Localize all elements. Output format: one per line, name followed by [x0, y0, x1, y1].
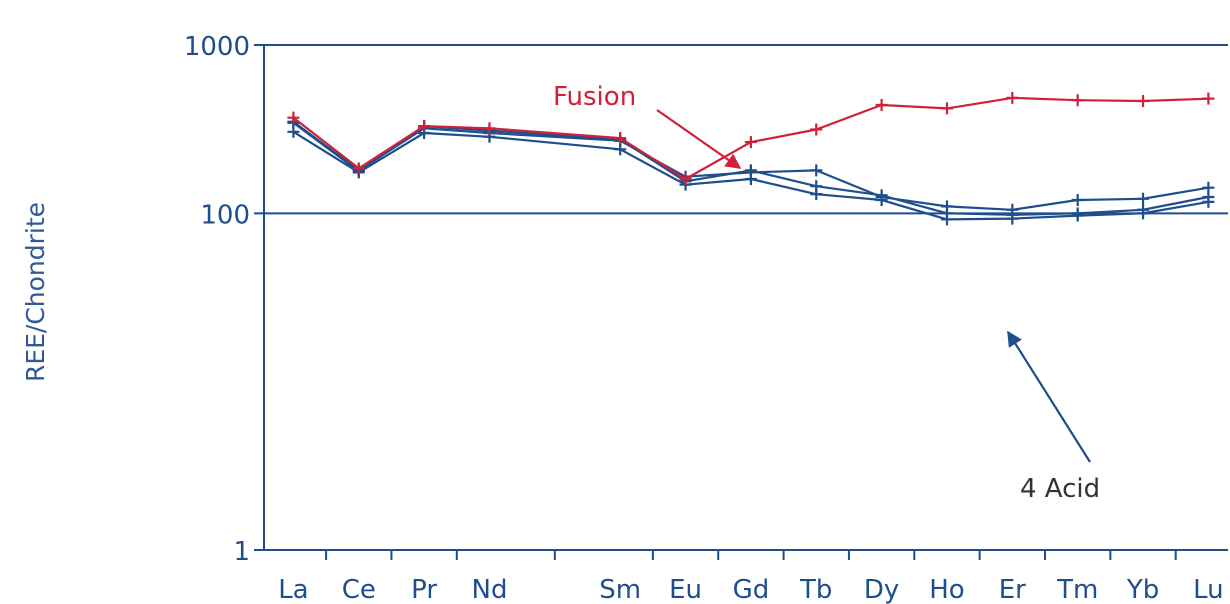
annotations: Fusion 4 Acid: [553, 82, 1100, 504]
data-point-pr: [418, 120, 431, 133]
data-point-yb: [1137, 207, 1150, 220]
data-point-yb: [1137, 94, 1150, 107]
data-point-la: [287, 111, 300, 124]
x-tick-label-er: Er: [999, 575, 1026, 604]
data-point-er: [1006, 91, 1019, 104]
data-point-nd: [483, 122, 496, 135]
x-tick-label-eu: Eu: [669, 575, 702, 604]
series-line: [292, 130, 1209, 221]
x-tick-label-tm: Tm: [1056, 575, 1098, 604]
x-tick-label-tb: Tb: [799, 575, 832, 604]
x-tick-label-nd: Nd: [472, 575, 508, 604]
x-tick-label-ce: Ce: [342, 575, 376, 604]
data-point-tm: [1071, 194, 1084, 207]
data-point-dy: [875, 194, 888, 207]
y-tick-label-100: 100: [200, 200, 250, 230]
series-line: [292, 120, 1209, 211]
series-fusion: [287, 91, 1215, 185]
annotation-fusion-arrow: [656, 109, 742, 169]
y-axis-label: REE/Chondrite: [21, 202, 50, 382]
data-point-gd: [744, 172, 757, 185]
y-tick-labels: 1 100 1000: [184, 32, 250, 567]
data-point-tb: [810, 123, 823, 136]
data-point-er: [1006, 212, 1019, 225]
data-point-sm: [614, 132, 627, 145]
data-point-tm: [1071, 94, 1084, 107]
data-point-gd: [744, 136, 757, 149]
data-point-tb: [810, 188, 823, 201]
data-point-lu: [1202, 195, 1215, 208]
x-tick-label-dy: Dy: [864, 575, 899, 604]
data-point-dy: [875, 99, 888, 112]
data-point-yb: [1137, 192, 1150, 205]
annotation-4-acid: 4 Acid: [1020, 474, 1100, 504]
x-tick-label-la: La: [278, 575, 308, 604]
x-tick-label-gd: Gd: [733, 575, 770, 604]
x-tick-label-lu: Lu: [1193, 575, 1224, 604]
data-point-tm: [1071, 209, 1084, 222]
x-tick-label-yb: Yb: [1126, 575, 1159, 604]
annotation-fusion: Fusion: [553, 82, 636, 112]
x-tick-label-sm: Sm: [599, 575, 641, 604]
y-tick-label-1: 1: [233, 537, 250, 567]
x-tick-label-ho: Ho: [929, 575, 964, 604]
data-point-eu: [679, 172, 692, 185]
axes: [254, 44, 1228, 560]
series-layer: [287, 91, 1215, 226]
annotation-4-acid-arrow: [1007, 330, 1091, 463]
data-point-la: [287, 125, 300, 138]
data-point-lu: [1202, 92, 1215, 105]
x-tick-labels: La Ce Pr Nd Sm Eu Gd Tb Dy Ho Er Tm Yb Lu: [278, 575, 1223, 604]
data-point-ho: [940, 213, 953, 226]
y-tick-label-1000: 1000: [184, 32, 250, 62]
data-point-ho: [940, 102, 953, 115]
series-line: [292, 96, 1209, 181]
data-point-sm: [614, 143, 627, 156]
x-tick-label-pr: Pr: [411, 575, 437, 604]
data-point-ce: [352, 162, 365, 175]
data-point-tb: [810, 164, 823, 177]
